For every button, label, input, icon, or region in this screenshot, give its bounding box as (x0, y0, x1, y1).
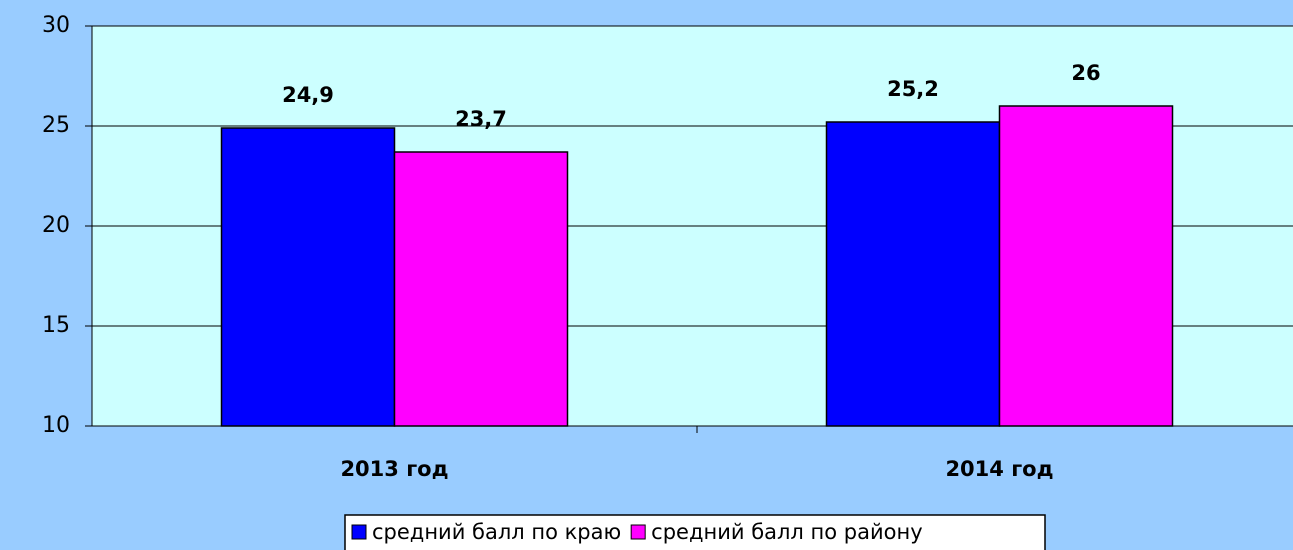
y-tick-label: 25 (42, 113, 70, 138)
bar (825, 121, 1001, 427)
legend-box (344, 514, 1046, 550)
bar (393, 151, 569, 427)
y-tick-label: 20 (42, 213, 70, 238)
legend-swatch (351, 524, 367, 540)
y-tick-label: 15 (42, 313, 70, 338)
x-tick-label: 2014 год (945, 457, 1053, 481)
legend-label: средний балл по району (651, 520, 922, 544)
legend-label: средний балл по краю (372, 520, 621, 544)
value-label: 26 (1071, 61, 1100, 85)
value-label: 25,2 (887, 77, 939, 101)
value-label: 23,7 (455, 107, 507, 131)
value-label: 24,9 (282, 83, 334, 107)
y-tick-label: 30 (42, 13, 70, 38)
y-tick-label: 10 (42, 413, 70, 438)
x-tick-label: 2013 год (340, 457, 448, 481)
legend-swatch (630, 524, 646, 540)
bar (998, 105, 1174, 427)
bar (220, 127, 396, 427)
